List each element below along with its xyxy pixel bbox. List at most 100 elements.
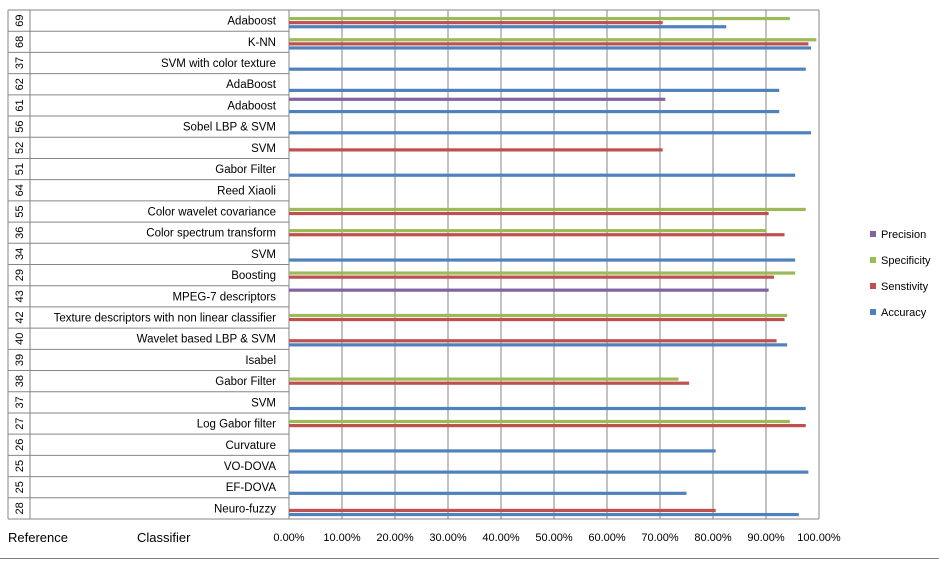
classifier-label: Log Gabor filter	[197, 419, 276, 431]
classifier-label: Neuro-fuzzy	[214, 503, 276, 515]
bar-specificity	[289, 377, 679, 381]
reference-label: 52	[14, 142, 26, 154]
bar-specificity	[289, 313, 788, 318]
bar-specificity	[289, 38, 817, 42]
reference-label: 26	[14, 439, 26, 451]
bar-senstivity	[289, 233, 785, 237]
classifier-label: Adaboost	[227, 16, 276, 28]
x-tick-label: 30.00%	[429, 532, 467, 544]
classifier-label: Gabor Filter	[215, 164, 276, 176]
classifier-label: Color wavelet covariance	[148, 206, 276, 218]
classifier-label: Curvature	[226, 440, 277, 452]
reference-label: 36	[14, 227, 26, 239]
x-tick-label: 10.00%	[323, 532, 361, 544]
bar-senstivity	[289, 424, 806, 428]
legend-swatch	[870, 309, 876, 315]
x-tick-label: 100.00%	[797, 532, 841, 544]
reference-label: 64	[14, 184, 26, 196]
classifier-label: AdaBoost	[226, 79, 277, 91]
reference-label: 40	[14, 333, 26, 345]
reference-label: 37	[14, 396, 26, 408]
classifier-label: Adaboost	[227, 100, 276, 112]
reference-label: 62	[14, 78, 26, 90]
bar-accuracy	[289, 25, 727, 29]
reference-label: 61	[14, 99, 26, 111]
bar-accuracy	[289, 343, 788, 347]
classifier-label: SVM	[251, 397, 276, 409]
reference-label: 37	[14, 57, 26, 69]
classifier-label: Wavelet based LBP & SVM	[137, 334, 276, 346]
bar-precision	[289, 288, 769, 292]
reference-label: 29	[14, 269, 26, 281]
legend-swatch	[870, 257, 876, 263]
bar-accuracy	[289, 258, 796, 262]
legend-label: Senstivity	[881, 281, 929, 293]
bar-accuracy	[289, 449, 716, 453]
reference-label: 55	[14, 205, 26, 217]
reference-label: 42	[14, 311, 26, 323]
bar-senstivity	[289, 339, 777, 343]
x-tick-label: 50.00%	[535, 532, 573, 544]
reference-label: 34	[14, 248, 26, 260]
legend-label: Accuracy	[881, 307, 927, 319]
x-tick-label: 40.00%	[482, 532, 520, 544]
x-tick-label: 20.00%	[376, 532, 414, 544]
classifier-label: MPEG-7 descriptors	[172, 291, 276, 303]
classifier-label: VO-DOVA	[224, 461, 277, 473]
reference-label: 25	[14, 481, 26, 493]
gridlines	[288, 9, 820, 520]
classifier-label: EF-DOVA	[226, 482, 277, 494]
x-axis-ticks: 0.00% 10.00% 20.00% 30.00% 40.00% 50.00% 60.00…	[273, 532, 841, 544]
bar-accuracy	[289, 512, 799, 517]
reference-label: 43	[14, 290, 26, 302]
bar-accuracy	[289, 406, 806, 411]
classifier-label: Texture descriptors with non linear clas…	[54, 313, 277, 325]
bar-accuracy	[289, 109, 780, 114]
bar-accuracy	[289, 491, 687, 495]
classifier-label: Isabel	[245, 355, 276, 367]
bar-specificity	[289, 16, 790, 21]
legend-label: Precision	[881, 229, 926, 241]
bar-senstivity	[289, 381, 690, 385]
bars	[289, 16, 817, 517]
classifier-label: Boosting	[231, 270, 276, 282]
x-tick-label: 60.00%	[588, 532, 626, 544]
bar-precision	[289, 97, 666, 101]
bar-senstivity	[289, 508, 716, 513]
bar-accuracy	[289, 46, 812, 50]
legend-swatch	[870, 283, 876, 289]
classifier-label: K-NN	[248, 37, 276, 49]
bar-accuracy	[289, 67, 806, 71]
x-tick-label: 70.00%	[641, 532, 679, 544]
bar-senstivity	[289, 317, 785, 322]
bar-accuracy	[289, 88, 780, 92]
reference-label: 56	[14, 121, 26, 133]
reference-label: 38	[14, 375, 26, 387]
classifier-label: SVM with color texture	[161, 58, 276, 70]
bottom-divider	[0, 558, 939, 559]
bar-accuracy	[289, 131, 812, 135]
classifier-label: Color spectrum transform	[146, 228, 276, 240]
bar-specificity	[289, 419, 790, 424]
bar-specificity	[289, 229, 766, 233]
x-tick-label: 0.00%	[273, 532, 304, 544]
bar-senstivity	[289, 211, 769, 216]
reference-label: 25	[14, 460, 26, 472]
bar-senstivity	[289, 42, 809, 46]
classifier-label: SVM	[251, 143, 276, 155]
x-tick-label: 80.00%	[694, 532, 732, 544]
reference-label: 69	[14, 14, 26, 26]
classifier-label: Gabor Filter	[215, 376, 276, 388]
classifier-label: Reed Xiaoli	[217, 185, 276, 197]
legend-label: Specificity	[881, 255, 931, 267]
bar-accuracy	[289, 470, 809, 474]
reference-label: 39	[14, 354, 26, 366]
legend-swatch	[870, 231, 876, 237]
x-tick-label: 90.00%	[747, 532, 785, 544]
classifier-column-header: Classifier	[137, 530, 191, 545]
bar-accuracy	[289, 173, 796, 177]
bar-senstivity	[289, 275, 774, 279]
bar-senstivity	[289, 148, 663, 152]
reference-label: 28	[14, 502, 26, 514]
